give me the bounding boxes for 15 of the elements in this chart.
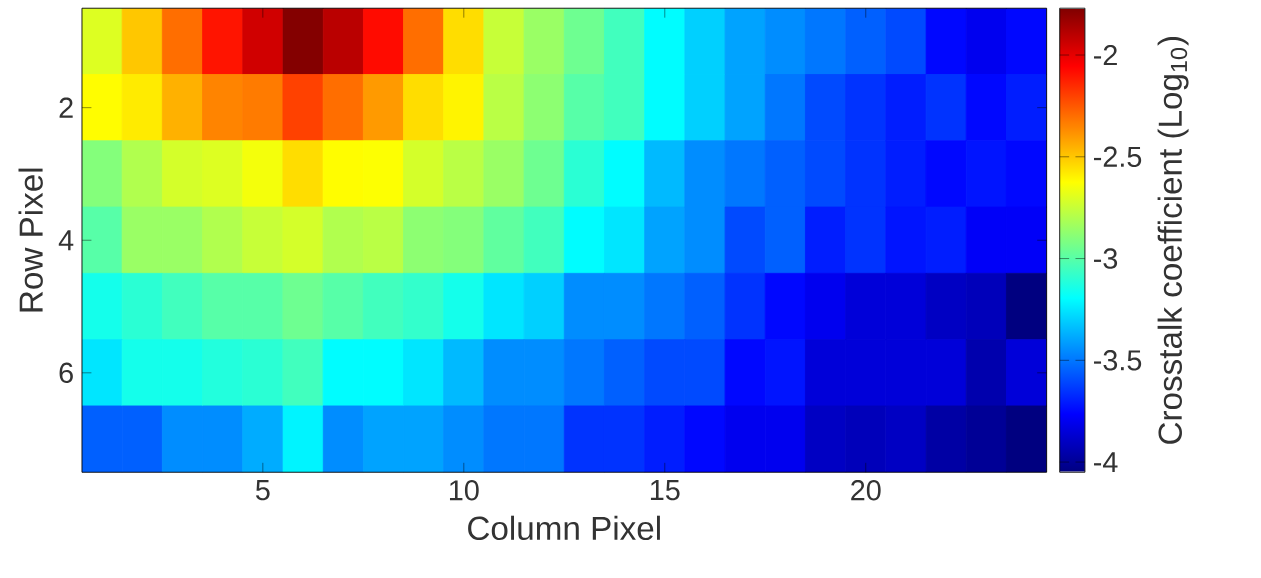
y-tick-label: 2 bbox=[59, 97, 73, 118]
y-tick-label: 6 bbox=[59, 362, 73, 383]
color-bar-label: -3 bbox=[1094, 248, 1118, 269]
color-bar-label: -4 bbox=[1094, 452, 1118, 472]
color-bar-label: -3.5 bbox=[1094, 350, 1142, 371]
color-bar-label: -2.5 bbox=[1094, 146, 1142, 167]
x-tick-label: 15 bbox=[650, 480, 680, 501]
x-tick-label: 10 bbox=[449, 480, 479, 501]
y-axis-title: Row Pixel bbox=[18, 168, 43, 312]
color-bar-title: Crosstalk coefficient (Log$_{10}$) bbox=[1157, 36, 1189, 444]
x-tick-label: 5 bbox=[255, 480, 270, 501]
x-axis-title: Column Pixel bbox=[468, 515, 660, 541]
color-bar-label: -2 bbox=[1094, 44, 1117, 65]
y-tick-label: 4 bbox=[58, 230, 74, 251]
x-tick-label: 20 bbox=[851, 480, 881, 501]
